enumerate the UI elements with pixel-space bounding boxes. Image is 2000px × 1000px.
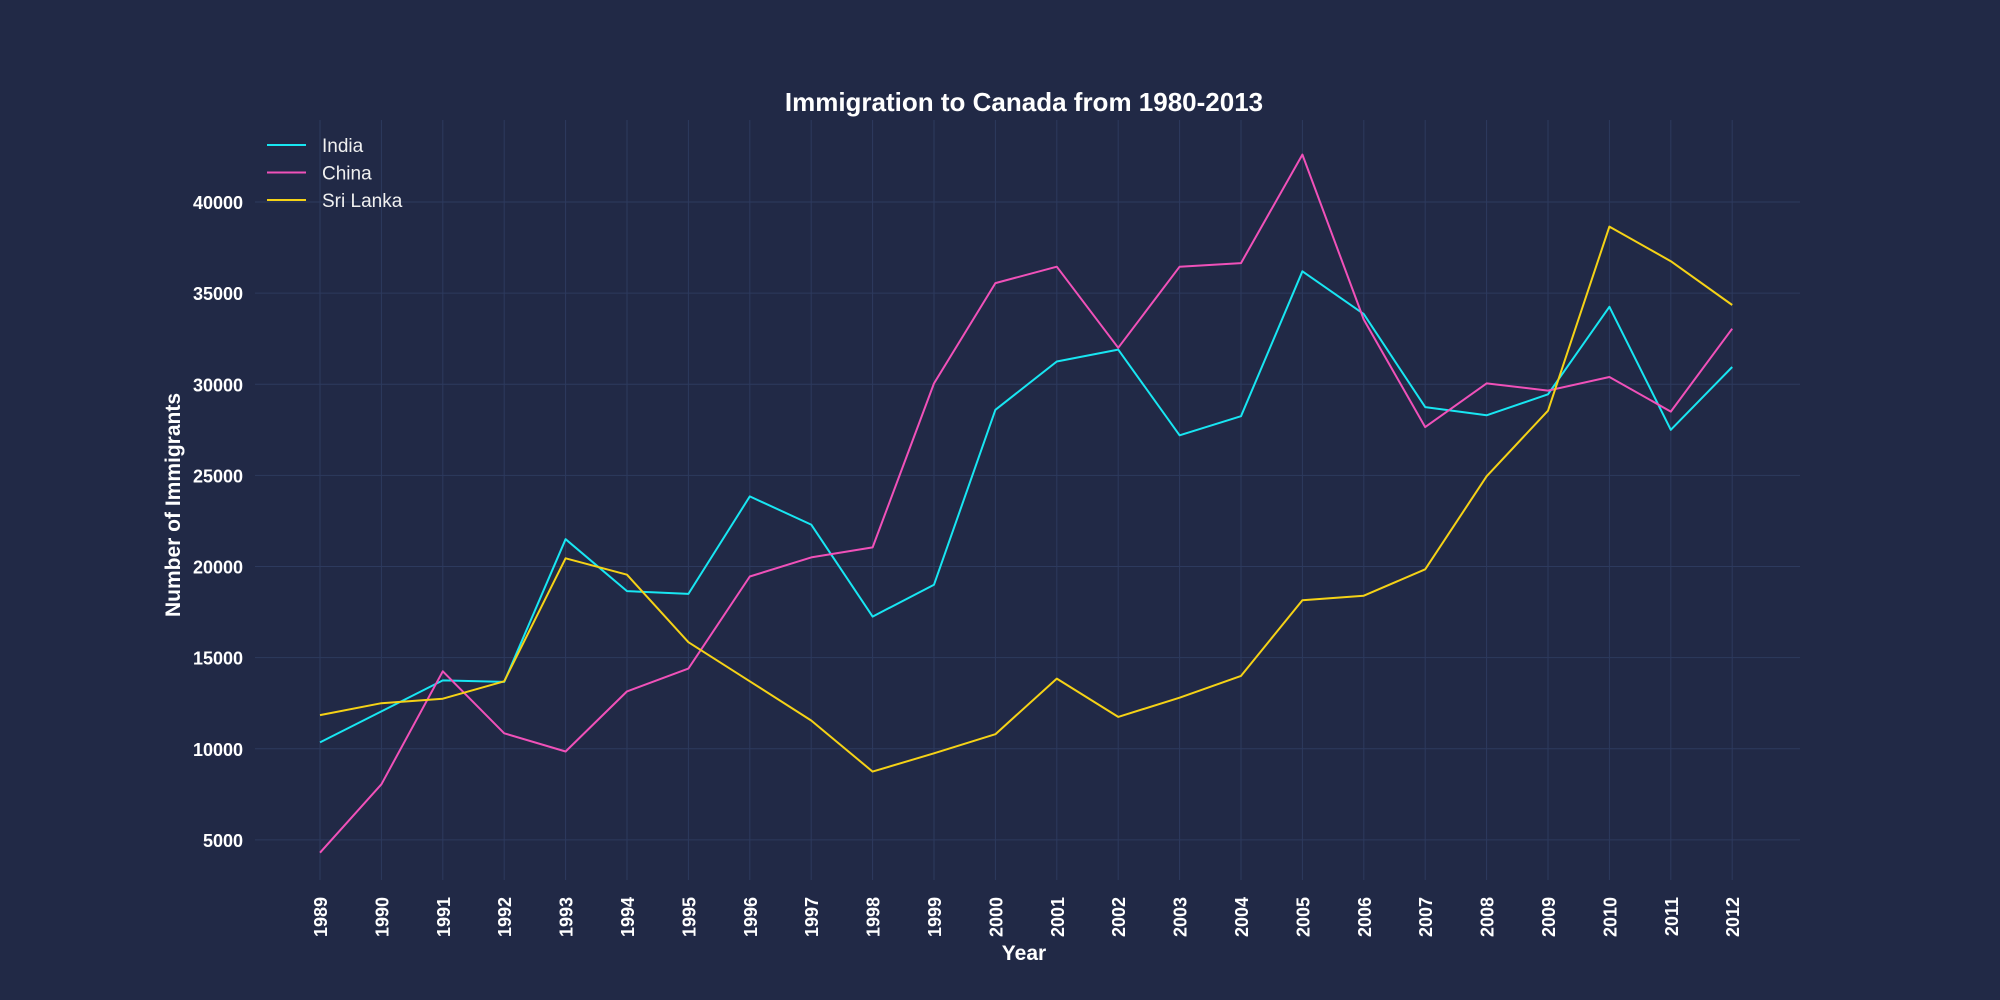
x-tick-label: 1997 — [802, 897, 822, 937]
y-tick-label: 20000 — [193, 558, 243, 578]
x-tick-label: 2010 — [1600, 897, 1620, 937]
y-tick-labels: 5000 10000 15000 20000 25000 30000 35000 40000 — [193, 193, 243, 851]
x-tick-label: 2006 — [1355, 897, 1375, 937]
series-lines — [319, 153, 1734, 854]
legend-label-india: India — [322, 136, 364, 157]
y-tick-label: 5000 — [203, 831, 243, 851]
x-tick-label: 1991 — [434, 897, 454, 937]
x-tick-label: 1999 — [925, 897, 945, 937]
y-tick-label: 40000 — [193, 193, 243, 213]
x-tick-label: 2000 — [986, 897, 1006, 937]
y-tick-label: 25000 — [193, 466, 243, 486]
grid — [255, 120, 1800, 880]
x-tick-label: 2001 — [1048, 897, 1068, 937]
series-line-sri-lanka — [319, 225, 1733, 773]
x-tick-label: 1996 — [741, 897, 761, 937]
series-line-india — [319, 270, 1733, 744]
x-tick-label: 1992 — [495, 897, 515, 937]
x-tick-label: 2003 — [1171, 897, 1191, 937]
x-tick-label: 2009 — [1539, 897, 1559, 937]
y-tick-label: 15000 — [193, 649, 243, 669]
x-axis-label: Year — [1002, 942, 1046, 965]
series-line-china — [319, 153, 1734, 854]
y-axis-label: Number of Immigrants — [162, 393, 185, 617]
x-tick-label: 1998 — [864, 897, 884, 937]
x-tick-label: 2004 — [1232, 897, 1252, 937]
x-tick-label: 1990 — [372, 897, 392, 937]
y-tick-label: 35000 — [193, 284, 243, 304]
x-tick-label: 2007 — [1416, 897, 1436, 937]
x-tick-labels: 1989 1990 1991 1992 1993 1994 1995 1996 1997 1998… — [311, 897, 1743, 937]
legend: India China Sri Lanka — [267, 136, 403, 212]
legend-label-china: China — [322, 164, 372, 185]
y-tick-label: 30000 — [193, 375, 243, 395]
x-tick-label: 1989 — [311, 897, 331, 937]
x-tick-label: 1994 — [618, 897, 638, 937]
x-tick-label: 2005 — [1293, 897, 1313, 937]
legend-label-sri-lanka: Sri Lanka — [322, 191, 403, 212]
x-tick-label: 2012 — [1723, 897, 1743, 937]
x-tick-label: 2011 — [1662, 897, 1682, 936]
x-tick-label: 2008 — [1478, 897, 1498, 937]
x-tick-label: 1993 — [557, 897, 577, 937]
y-tick-label: 10000 — [193, 740, 243, 760]
chart-title: Immigration to Canada from 1980-2013 — [785, 87, 1263, 117]
x-tick-label: 2002 — [1109, 897, 1129, 937]
x-tick-label: 1995 — [679, 897, 699, 937]
